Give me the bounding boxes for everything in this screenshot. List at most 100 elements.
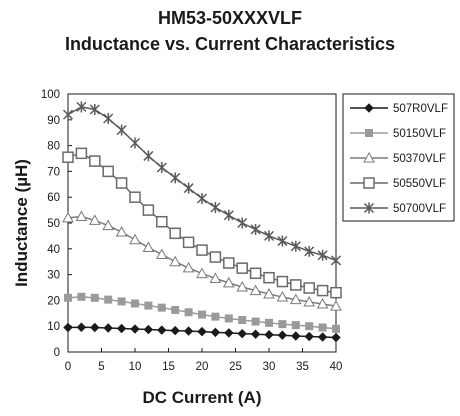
y-tick-label: 0 [54, 347, 60, 359]
x-tick-label: 5 [98, 361, 104, 373]
data-point-50550vlf [75, 147, 88, 160]
data-point-50700vlf [170, 172, 181, 184]
data-point-50700vlf [196, 192, 208, 204]
series-line-50700vlf [67, 106, 337, 262]
x-tick-label: 0 [65, 361, 71, 373]
y-tick-label: 100 [41, 89, 60, 101]
y-axis-ticks: 0 10 20 30 40 50 60 70 80 90 100 [41, 89, 72, 359]
data-point-507r0vlf [76, 322, 87, 332]
data-point-50550vlf [209, 251, 222, 263]
legend-label: 50150VLF [393, 128, 446, 140]
data-point-50700vlf [330, 254, 342, 266]
data-point-50700vlf [129, 137, 141, 149]
data-point-50700vlf [223, 209, 234, 221]
y-tick-label: 30 [47, 270, 60, 282]
legend-item-50150vlf: 50150VLF [350, 128, 446, 140]
data-point-50700vlf [210, 202, 221, 214]
data-point-507r0vlf [157, 325, 167, 335]
x-axis-label: DC Current (A) [143, 388, 262, 407]
data-point-507r0vlf [90, 322, 100, 333]
data-point-50370vlf [88, 214, 101, 225]
series-507r0vlf [63, 322, 341, 343]
data-point-50550vlf [142, 204, 155, 216]
data-point-507r0vlf [183, 326, 194, 336]
data-point-507r0vlf [304, 331, 314, 342]
data-point-50370vlf [115, 226, 128, 237]
series-group [62, 101, 342, 343]
data-point-50700vlf [250, 223, 261, 235]
x-tick-label: 35 [296, 361, 309, 373]
data-point-50700vlf [89, 103, 100, 115]
data-point-50550vlf [89, 155, 101, 167]
data-point-50370vlf [316, 297, 329, 309]
legend-marker [365, 129, 373, 137]
data-point-50370vlf [62, 211, 74, 223]
data-point-50150vlf [144, 301, 153, 310]
data-point-50550vlf [249, 267, 262, 280]
data-point-50370vlf [155, 248, 168, 259]
legend-label: 50700VLF [393, 203, 446, 215]
data-point-50550vlf [330, 286, 342, 299]
series-50700vlf [62, 101, 342, 266]
data-point-50370vlf [289, 293, 302, 305]
data-point-507r0vlf [291, 331, 301, 341]
data-point-50150vlf [224, 314, 233, 323]
series-50550vlf [62, 147, 342, 299]
data-point-50150vlf [198, 310, 206, 319]
data-point-50550vlf [102, 165, 114, 178]
data-point-50150vlf [131, 299, 139, 308]
data-point-50150vlf [305, 322, 314, 331]
y-axis-label: Inductance (µH) [12, 159, 31, 287]
y-tick-label: 60 [47, 192, 60, 204]
data-point-50150vlf [318, 323, 327, 332]
data-point-50370vlf [209, 272, 222, 283]
legend-item-507r0vlf: 507R0VLF [350, 103, 448, 115]
data-point-50700vlf [76, 101, 87, 113]
x-tick-label: 40 [330, 361, 343, 373]
data-point-50700vlf [304, 245, 315, 257]
data-point-507r0vlf [317, 332, 328, 342]
x-axis-ticks: 0 5 10 15 20 25 30 35 40 [65, 348, 343, 373]
data-point-50150vlf [332, 324, 340, 333]
data-point-50550vlf [196, 244, 208, 256]
data-point-50700vlf [156, 162, 167, 174]
data-point-50550vlf [290, 279, 302, 291]
data-point-50550vlf [169, 227, 181, 240]
y-tick-label: 80 [47, 141, 60, 153]
data-point-50700vlf [263, 230, 275, 242]
legend-label: 50370VLF [393, 153, 446, 165]
y-tick-label: 10 [47, 321, 60, 333]
series-50150vlf [64, 292, 340, 333]
legend-item-50550vlf: 50550VLF [350, 177, 446, 190]
legend: 507R0VLF 50150VLF 50370VLF 50550VLF 50700VLF [350, 103, 448, 215]
data-point-50550vlf [276, 275, 289, 288]
data-point-507r0vlf [224, 328, 234, 338]
data-point-507r0vlf [237, 328, 247, 339]
data-point-50700vlf [237, 217, 248, 229]
data-point-50370vlf [303, 295, 316, 307]
data-point-50150vlf [117, 297, 126, 306]
data-point-507r0vlf [63, 322, 73, 333]
data-point-507r0vlf [331, 332, 341, 343]
data-point-507r0vlf [250, 329, 261, 339]
data-point-50370vlf [142, 241, 155, 253]
data-point-50550vlf [62, 151, 74, 163]
data-point-50550vlf [263, 271, 275, 284]
data-point-50550vlf [129, 191, 141, 203]
data-point-507r0vlf [143, 324, 154, 335]
data-point-50550vlf [316, 284, 329, 297]
data-point-50700vlf [62, 109, 74, 121]
data-point-507r0vlf [210, 327, 221, 338]
legend-label: 50550VLF [393, 178, 446, 190]
data-point-50700vlf [277, 235, 288, 247]
data-point-50700vlf [183, 182, 194, 194]
legend-item-50700vlf: 50700VLF [350, 202, 446, 215]
data-point-507r0vlf [103, 323, 113, 333]
chart-subtitle: Inductance vs. Current Characteristics [64, 34, 396, 54]
data-point-50700vlf [143, 150, 154, 162]
legend-item-50370vlf: 50370VLF [350, 151, 446, 165]
data-point-507r0vlf [170, 325, 180, 336]
legend-marker [364, 103, 374, 113]
data-point-50370vlf [276, 291, 289, 302]
